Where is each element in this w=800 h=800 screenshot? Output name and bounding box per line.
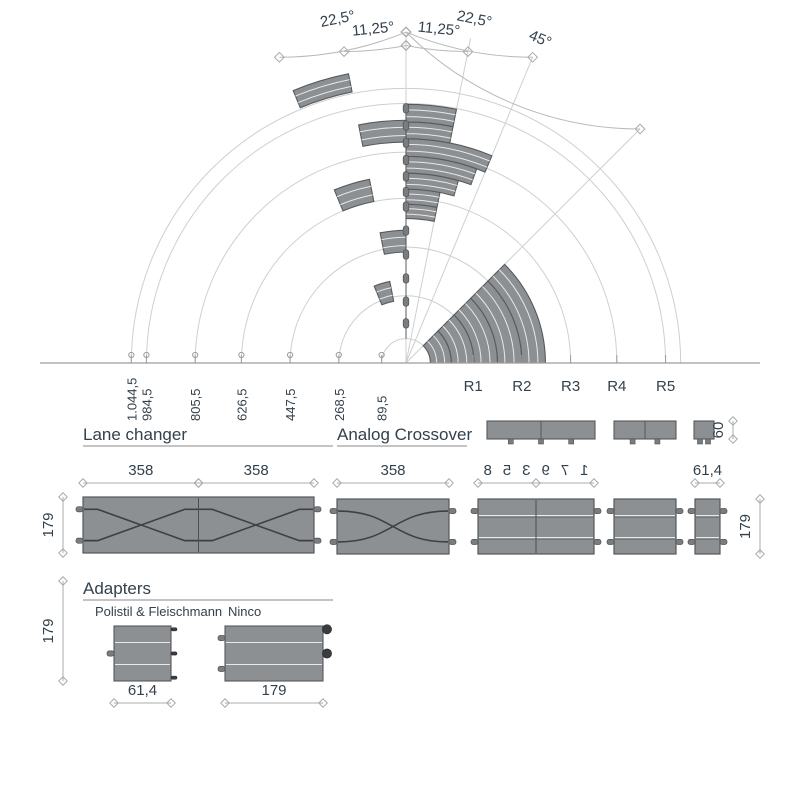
svg-text:R5: R5 (656, 378, 675, 395)
svg-text:9: 9 (542, 462, 550, 479)
svg-text:7: 7 (561, 462, 569, 479)
svg-text:358: 358 (128, 462, 153, 479)
svg-text:1.044,5: 1.044,5 (124, 378, 139, 421)
svg-text:626,5: 626,5 (234, 388, 249, 421)
svg-text:3: 3 (522, 462, 530, 479)
svg-text:Analog Crossover: Analog Crossover (337, 425, 472, 444)
svg-text:R3: R3 (561, 378, 580, 395)
svg-text:805,5: 805,5 (188, 388, 203, 421)
svg-text:984,5: 984,5 (139, 388, 154, 421)
svg-text:Adapters: Adapters (83, 579, 151, 598)
svg-text:5: 5 (503, 462, 511, 479)
svg-text:8: 8 (484, 462, 492, 479)
svg-text:60: 60 (710, 422, 727, 439)
svg-text:89,5: 89,5 (375, 396, 390, 421)
svg-text:179: 179 (40, 618, 57, 643)
svg-text:R1: R1 (464, 378, 483, 395)
svg-text:R4: R4 (607, 378, 626, 395)
svg-text:R2: R2 (512, 378, 531, 395)
svg-text:Polistil & Fleischmann: Polistil & Fleischmann (95, 604, 222, 619)
svg-text:61,4: 61,4 (128, 682, 157, 699)
svg-text:Ninco: Ninco (228, 604, 261, 619)
svg-text:Lane changer: Lane changer (83, 425, 187, 444)
svg-text:179: 179 (40, 512, 57, 537)
svg-text:268,5: 268,5 (332, 388, 347, 421)
svg-text:358: 358 (244, 462, 269, 479)
svg-text:179: 179 (737, 514, 754, 539)
svg-text:1: 1 (580, 462, 588, 479)
svg-text:179: 179 (261, 682, 286, 699)
svg-text:358: 358 (380, 462, 405, 479)
svg-text:61,4: 61,4 (693, 462, 722, 479)
svg-text:447,5: 447,5 (283, 388, 298, 421)
